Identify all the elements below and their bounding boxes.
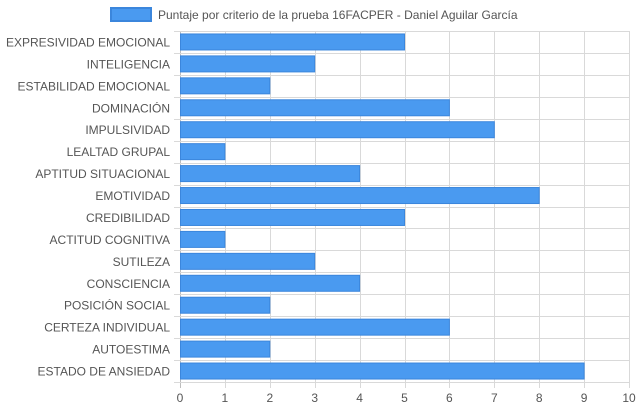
- bar[interactable]: [180, 208, 405, 226]
- x-tick-label: 1: [222, 391, 229, 405]
- x-tick-label: 6: [446, 391, 453, 405]
- category-label: ESTADO DE ANSIEDAD: [38, 365, 171, 379]
- category-label: DOMINACIÓN: [92, 100, 170, 115]
- category-label: INTELIGENCIA: [87, 57, 170, 71]
- category-label: POSICIÓN SOCIAL: [64, 298, 170, 313]
- bar[interactable]: [180, 296, 271, 314]
- legend-label[interactable]: Puntaje por criterio de la prueba 16FACP…: [158, 8, 518, 22]
- x-tick-label: 2: [266, 391, 273, 405]
- x-tick-label: 7: [491, 391, 498, 405]
- x-tick-label: 3: [311, 391, 318, 405]
- bar[interactable]: [180, 55, 316, 73]
- x-tick-label: 4: [356, 391, 363, 405]
- bar[interactable]: [180, 362, 585, 380]
- bar[interactable]: [180, 230, 226, 248]
- bar[interactable]: [180, 143, 226, 161]
- category-label: APTITUD SITUACIONAL: [35, 167, 170, 181]
- category-label: EMOTIVIDAD: [95, 189, 170, 203]
- category-label: EXPRESIVIDAD EMOCIONAL: [6, 35, 170, 49]
- x-tick-label: 8: [536, 391, 543, 405]
- category-label: SUTILEZA: [113, 255, 170, 269]
- bar[interactable]: [180, 252, 316, 270]
- bar[interactable]: [180, 33, 405, 51]
- category-label: ESTABILIDAD EMOCIONAL: [18, 79, 171, 93]
- bars: [180, 33, 585, 380]
- category-label: ACTITUD COGNITIVA: [50, 233, 170, 247]
- x-tick-label: 0: [177, 391, 184, 405]
- legend-swatch[interactable]: [110, 7, 152, 22]
- legend[interactable]: Puntaje por criterio de la prueba 16FACP…: [110, 7, 518, 22]
- category-label: CERTEZA INDIVIDUAL: [44, 321, 170, 335]
- bar[interactable]: [180, 318, 450, 336]
- category-label: CREDIBILIDAD: [86, 211, 170, 225]
- bar[interactable]: [180, 99, 450, 117]
- x-tick-label: 5: [401, 391, 408, 405]
- bar[interactable]: [180, 121, 495, 139]
- category-label: AUTOESTIMA: [92, 343, 170, 357]
- category-labels: EXPRESIVIDAD EMOCIONAL INTELIGENCIA ESTABI…: [6, 35, 170, 378]
- bar[interactable]: [180, 274, 361, 292]
- bar[interactable]: [180, 340, 271, 358]
- grid-lines: [174, 31, 630, 388]
- bar[interactable]: [180, 77, 271, 95]
- x-tick-label: 9: [581, 391, 588, 405]
- category-label: CONSCIENCIA: [87, 277, 170, 291]
- category-label: LEALTAD GRUPAL: [67, 145, 171, 159]
- x-tick-labels: 0 1 2 3 4 5 6 7 8 9 10: [177, 391, 636, 405]
- bar[interactable]: [180, 187, 540, 205]
- x-tick-label: 10: [622, 391, 636, 405]
- category-label: IMPULSIVIDAD: [85, 123, 170, 137]
- bar[interactable]: [180, 165, 361, 183]
